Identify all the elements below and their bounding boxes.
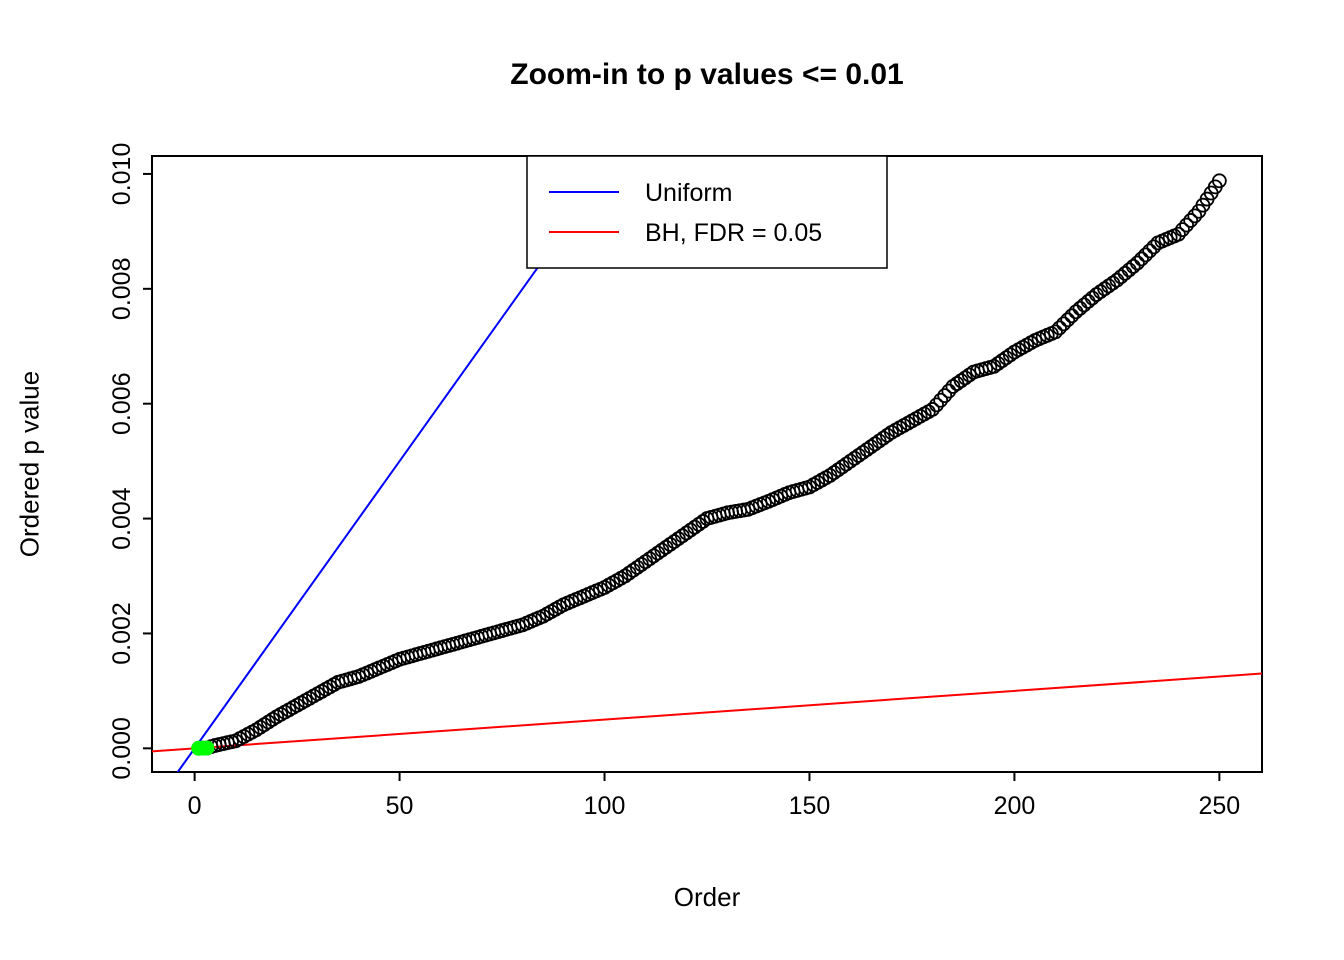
uniform-line <box>176 156 619 772</box>
x-axis-label: Order <box>673 882 741 912</box>
significant-points <box>191 740 215 756</box>
legend-label: BH, FDR = 0.05 <box>645 219 822 247</box>
scatter-point <box>1183 213 1199 228</box>
bh-line <box>152 672 1262 753</box>
scatter-point <box>1080 294 1096 309</box>
significant-point <box>199 740 215 756</box>
scatter-point <box>1052 320 1067 336</box>
scatter-point <box>929 397 944 413</box>
scatter-point <box>1175 222 1190 238</box>
x-tick-label: 150 <box>789 792 831 820</box>
x-tick-label: 0 <box>188 792 202 820</box>
scatter-point <box>961 367 977 383</box>
scatter-point <box>1048 324 1063 340</box>
scatter-point <box>1056 316 1072 332</box>
scatter-point <box>937 388 953 404</box>
y-tick-label: 0.006 <box>108 372 136 435</box>
y-tick-label: 0.008 <box>108 258 136 321</box>
chart-title: Zoom-in to p values <= 0.01 <box>510 58 904 91</box>
scatter-point <box>1117 265 1133 281</box>
scatter-point <box>1002 347 1018 363</box>
scatter-point <box>1138 247 1153 263</box>
scatter-point <box>1170 226 1186 242</box>
scatter-point <box>1211 173 1227 189</box>
scatter-point <box>1187 208 1203 224</box>
scatter-point <box>695 514 711 529</box>
y-axis-ticks: 0.000 0.002 0.004 0.006 0.008 0.010 <box>108 143 152 780</box>
scatter-point <box>1060 312 1076 328</box>
scatter-point <box>1121 262 1137 278</box>
x-tick-label: 50 <box>386 792 414 820</box>
y-tick-label: 0.004 <box>108 487 136 550</box>
scatter-point <box>1072 300 1088 316</box>
x-tick-label: 250 <box>1199 792 1241 820</box>
legend-box <box>526 155 888 269</box>
scatter-point <box>1125 258 1141 274</box>
scatter-point <box>1134 251 1149 267</box>
scatter-point <box>933 392 949 408</box>
x-tick-label: 200 <box>994 792 1036 820</box>
reference-lines <box>152 156 1262 772</box>
y-tick-label: 0.002 <box>108 602 136 665</box>
x-axis-ticks: 0 50 100 150 200 250 <box>188 772 1241 820</box>
y-tick-label: 0.010 <box>108 143 136 206</box>
x-tick-label: 100 <box>584 792 626 820</box>
scatter-point <box>941 383 957 399</box>
legend: Uniform BH, FDR = 0.05 <box>526 155 888 269</box>
scatter-point <box>879 427 895 443</box>
scatter-point <box>1064 308 1080 324</box>
y-tick-label: 0.000 <box>108 717 136 780</box>
scatter-point <box>1179 217 1194 233</box>
scatter-point <box>925 402 940 417</box>
legend-label: Uniform <box>645 179 733 207</box>
scatter-point <box>1076 297 1092 313</box>
scatter-point <box>1142 243 1158 259</box>
scatter-point <box>1129 255 1145 271</box>
